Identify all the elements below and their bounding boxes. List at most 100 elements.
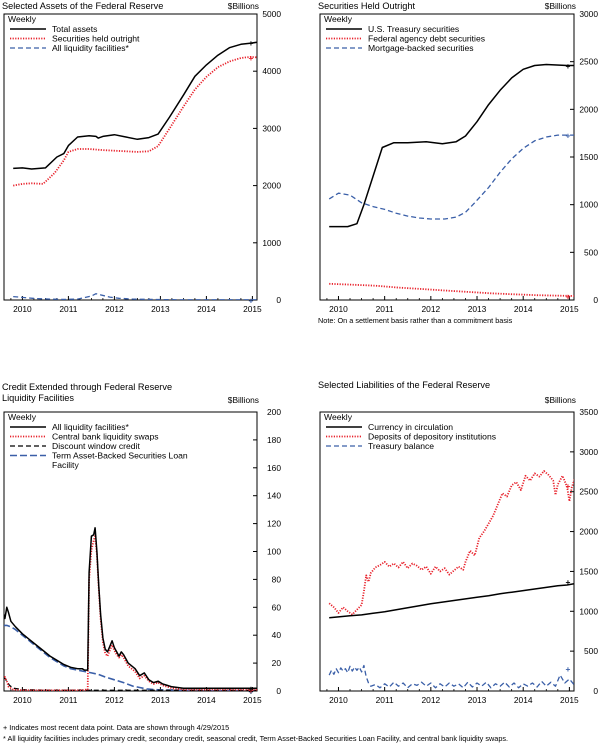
x-tick-label: 2013 — [468, 304, 487, 314]
y-tick-label: 2500 — [579, 57, 598, 67]
plot-frame — [319, 411, 575, 692]
x-tick-label: 2015 — [560, 304, 579, 314]
unit-label: $Billions — [228, 1, 259, 11]
unit-label: $Billions — [545, 395, 576, 405]
y-tick-label: 180 — [267, 435, 281, 445]
y-tick-label: 3000 — [579, 447, 598, 457]
y-tick-label: 2500 — [579, 487, 598, 497]
y-tick-label: 500 — [584, 646, 598, 656]
chart-title: Liquidity Facilities — [2, 393, 74, 403]
x-tick-label: 2010 — [13, 304, 32, 314]
x-tick-label: 2013 — [468, 695, 487, 705]
legend-label-3: Discount window credit — [52, 441, 140, 451]
x-tick-label: 2015 — [243, 695, 262, 705]
x-tick-label: 2012 — [105, 695, 124, 705]
series-line-2 — [4, 535, 257, 691]
x-tick-label: 2011 — [376, 695, 394, 705]
unit-label: $Billions — [545, 1, 576, 11]
y-tick-label: 2000 — [262, 181, 281, 191]
x-tick-label: 2010 — [329, 304, 348, 314]
y-tick-label: 1500 — [579, 152, 598, 162]
y-tick-label: 3500 — [579, 407, 598, 417]
footnote-recent: + Indicates most recent data point. Data… — [3, 723, 230, 732]
chart-panel-2: Securities Held Outright $Billions 0 500 100… — [318, 1, 598, 325]
end-marker: + — [566, 61, 571, 71]
y-tick-label: 200 — [267, 407, 281, 417]
footnote-liquidity: * All liquidity facilities includes prim… — [3, 734, 509, 743]
y-tick-label: 100 — [267, 547, 281, 557]
y-tick-label: 160 — [267, 463, 281, 473]
chart-title: Credit Extended through Federal Reserve — [2, 382, 172, 392]
chart-panel-3: Credit Extended through Federal ReserveL… — [2, 382, 281, 705]
y-tick-label: 1000 — [579, 200, 598, 210]
x-tick-label: 2014 — [197, 304, 216, 314]
series-line-3 — [328, 664, 574, 689]
legend-title: Weekly — [324, 412, 353, 422]
end-marker: + — [249, 686, 254, 696]
plot-frame — [319, 13, 575, 301]
y-tick-label: 120 — [267, 519, 281, 529]
legend-label-1: U.S. Treasury securities — [368, 24, 459, 34]
y-tick-label: 60 — [272, 602, 282, 612]
series-line-2 — [329, 282, 574, 297]
end-marker: + — [566, 481, 571, 491]
y-tick-label: 0 — [276, 686, 281, 696]
chart-note: Note: On a settlement basis rather than … — [318, 316, 513, 325]
series-line-4 — [4, 624, 257, 691]
y-tick-label: 0 — [593, 686, 598, 696]
x-tick-label: 2010 — [329, 695, 348, 705]
chart-title: Securities Held Outright — [318, 1, 415, 11]
chart-title: Selected Liabilities of the Federal Rese… — [318, 380, 490, 390]
legend-label-3: All liquidity facilities* — [52, 43, 130, 53]
y-tick-label: 500 — [584, 247, 598, 257]
y-tick-label: 5000 — [262, 9, 281, 19]
series-line-1 — [329, 583, 574, 619]
x-tick-label: 2010 — [13, 695, 32, 705]
end-marker: + — [249, 684, 254, 694]
x-tick-label: 2015 — [243, 304, 262, 314]
x-tick-label: 2012 — [105, 304, 124, 314]
end-marker: + — [249, 685, 254, 695]
end-marker: + — [249, 295, 254, 305]
x-tick-label: 2011 — [59, 695, 77, 705]
legend: Weekly All liquidity facilities*Central b… — [8, 412, 188, 470]
legend-label-1: All liquidity facilities* — [52, 422, 130, 432]
unit-label: $Billions — [228, 395, 259, 405]
y-tick-label: 3000 — [262, 123, 281, 133]
legend-label-4: Term Asset-Backed Securities Loan — [52, 451, 188, 461]
series-line-3 — [328, 134, 574, 220]
x-tick-label: 2012 — [422, 304, 441, 314]
legend-label-2: Deposits of depository institutions — [368, 432, 496, 442]
y-tick-label: 1500 — [579, 566, 598, 576]
chart-panel-4: Selected Liabilities of the Federal Rese… — [318, 380, 598, 705]
y-tick-label: 40 — [272, 630, 282, 640]
legend-label-1: Currency in circulation — [368, 422, 453, 432]
y-tick-label: 2000 — [579, 527, 598, 537]
plot-frame — [3, 13, 258, 301]
y-tick-label: 1000 — [262, 238, 281, 248]
series-line-2 — [13, 56, 257, 187]
end-marker: + — [566, 664, 571, 674]
legend-label-3: Mortgage-backed securities — [368, 43, 474, 53]
y-tick-label: 3000 — [579, 9, 598, 19]
x-tick-label: 2011 — [59, 304, 77, 314]
legend-label-2: Securities held outright — [52, 34, 140, 44]
y-tick-label: 140 — [267, 491, 281, 501]
legend-label-2: Federal agency debt securities — [368, 34, 485, 44]
x-tick-label: 2011 — [376, 304, 394, 314]
x-tick-label: 2013 — [151, 695, 170, 705]
y-tick-label: 80 — [272, 574, 282, 584]
legend-title: Weekly — [8, 14, 37, 24]
end-marker: + — [249, 53, 254, 63]
legend-label-5: Facility — [52, 460, 79, 470]
y-tick-label: 0 — [276, 295, 281, 305]
legend-label-1: Total assets — [52, 24, 97, 34]
series-line-1 — [329, 63, 574, 228]
x-tick-label: 2014 — [514, 695, 533, 705]
y-tick-label: 0 — [593, 295, 598, 305]
x-tick-label: 2014 — [514, 304, 533, 314]
